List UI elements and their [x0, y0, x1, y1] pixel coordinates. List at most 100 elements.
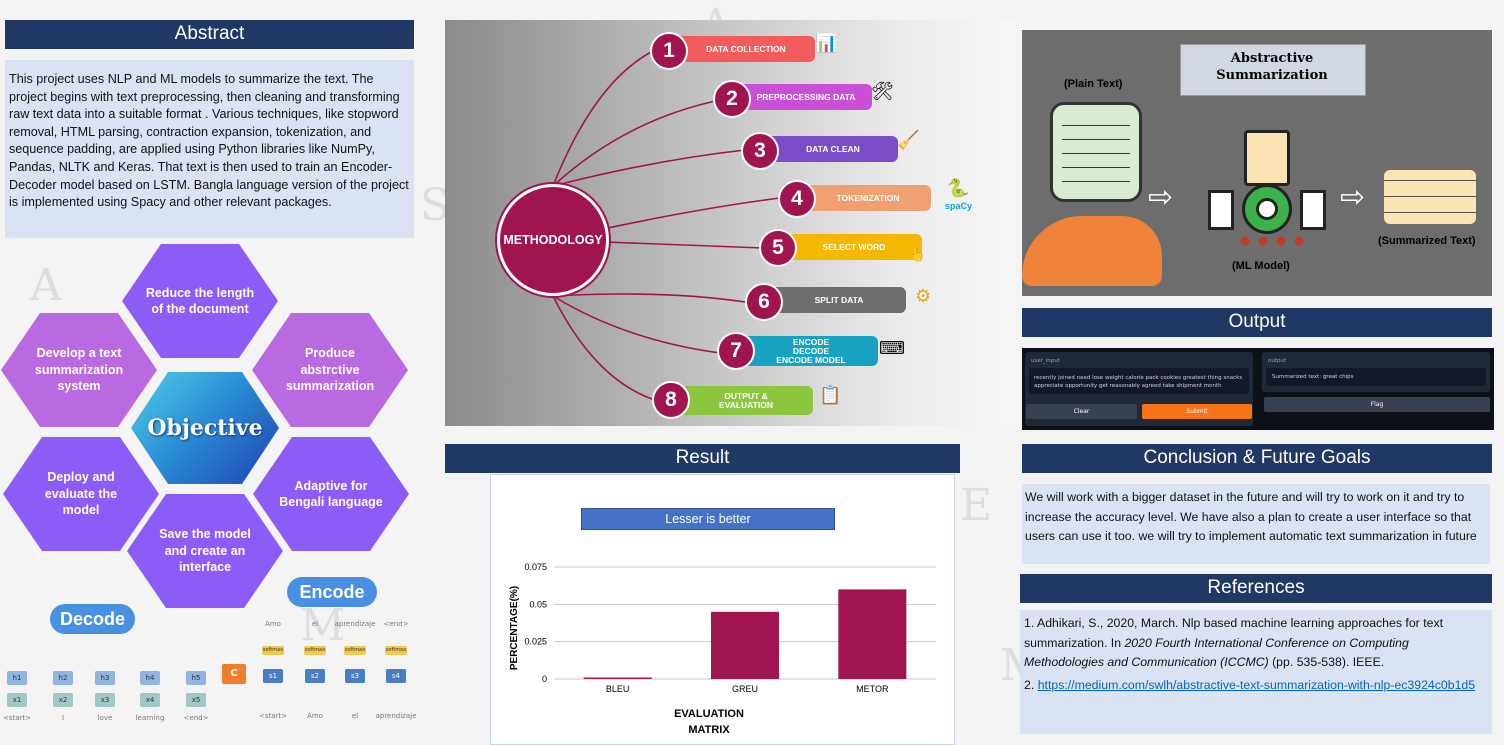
- step-1-label: DATA COLLECTION: [677, 36, 815, 62]
- ml-model-label: (ML Model): [1232, 260, 1290, 272]
- clear-button[interactable]: Clear: [1026, 404, 1137, 419]
- output-header: Output: [1022, 308, 1492, 337]
- reference-2-link[interactable]: https://medium.com/swlh/abstractive-text…: [1037, 677, 1476, 692]
- softmax-box: softmax: [344, 646, 366, 655]
- decoder-token: love: [97, 714, 113, 722]
- objective-center-label: Objective: [131, 372, 279, 484]
- step-3-number: 3: [741, 132, 779, 170]
- encoder-s2: s2: [305, 669, 325, 683]
- abstractive-summarization-panel: Abstractive Summarization (Plain Text) ⇨…: [1022, 30, 1492, 296]
- decode-label: Decode: [50, 604, 135, 634]
- methodology-panel: METHODOLOGY 1 DATA COLLECTION 📊 2 PREPRO…: [445, 20, 1015, 426]
- step-6-label: SPLIT DATA: [772, 287, 906, 313]
- input-label: user_input: [1031, 358, 1060, 364]
- step-6-number: 6: [745, 283, 783, 321]
- result-panel: Lesser is better 0 0.025 0.05 0.075 BLEU GRE…: [490, 474, 955, 745]
- objective-deploy-evaluate: Deploy and evaluate the model: [3, 437, 159, 551]
- split-icon: ⚙: [915, 286, 932, 307]
- summarization-title: Abstractive Summarization: [1216, 51, 1328, 83]
- references-list: 1. Adhikari, S., 2020, March. Nlp based …: [1020, 610, 1492, 734]
- chart-bar-bleu: [583, 677, 652, 679]
- chart-bar-greu: [711, 611, 779, 679]
- result-header: Result: [445, 444, 960, 473]
- step-8-number: 8: [652, 381, 690, 419]
- abstract-header: Abstract: [5, 20, 414, 49]
- step-1-number: 1: [650, 32, 688, 70]
- spacy-label: spaCy: [945, 201, 973, 211]
- decoder-token: I: [61, 714, 65, 722]
- step-8-label: OUTPUT & EVALUATION: [679, 386, 813, 415]
- step-5-number: 5: [759, 229, 797, 267]
- decoder-h2: h2: [53, 671, 73, 685]
- decoder-x4: x4: [140, 693, 160, 707]
- encoder-s3: s3: [345, 669, 365, 683]
- decoder-h3: h3: [95, 671, 115, 685]
- plain-text-lines: [1062, 116, 1130, 186]
- decoder-h5: h5: [186, 671, 206, 685]
- decoder-x2: x2: [53, 693, 73, 707]
- step-5-label: SELECT WORD: [786, 234, 922, 260]
- reference-1: 1. Adhikari, S., 2020, March. Nlp based …: [1024, 616, 1444, 670]
- lesser-is-better-note: Lesser is better: [581, 508, 835, 530]
- encoder-s4: s4: [386, 669, 406, 683]
- step-7-number: 7: [717, 332, 755, 370]
- encoder-bottom-token: Amo: [307, 712, 323, 720]
- output-ui-screenshot: user_input recently joined need lose wei…: [1022, 348, 1494, 430]
- arrow-right-icon: ⇨: [1340, 180, 1366, 215]
- chart-x-tick-label: GREU: [732, 684, 758, 694]
- flag-button[interactable]: Flag: [1264, 397, 1490, 412]
- decoder-x5: x5: [186, 693, 206, 707]
- submit-button[interactable]: Submit: [1142, 404, 1252, 419]
- encoder-top-token: aprendizaje: [334, 620, 376, 628]
- reference-2: 2. https://medium.com/swlh/abstractive-t…: [1024, 677, 1476, 692]
- encoder-bottom-token: el: [351, 712, 359, 720]
- decoder-x3: x3: [95, 693, 115, 707]
- step-4-number: 4: [778, 180, 816, 218]
- objective-produce-abstractive: Produce abstrctive summarization: [252, 313, 408, 427]
- chart-y-tick-label: 0.075: [524, 562, 547, 572]
- tools-icon: 🛠: [871, 81, 894, 102]
- ml-model-icon: [1208, 130, 1328, 234]
- step-2-label: PREPROCESSING DATA: [740, 84, 872, 110]
- encoder-s1: s1: [263, 669, 283, 683]
- decoder-h1: h1: [7, 671, 27, 685]
- chart-y-tick-label: 0: [542, 674, 547, 684]
- chart-x-axis-label: EVALUATION MATRIX: [674, 708, 744, 736]
- reference-1-venue: 2020 Fourth International Conference on …: [1024, 635, 1409, 670]
- input-textbox[interactable]: [1029, 368, 1249, 394]
- context-vector: C: [222, 664, 246, 684]
- references-header: References: [1020, 574, 1492, 603]
- decoder-h4: h4: [140, 671, 160, 685]
- encoder-bottom-token: aprendizaje: [375, 712, 417, 720]
- summarized-text-label: (Summarized Text): [1378, 235, 1476, 247]
- plain-text-label: (Plain Text): [1064, 78, 1123, 90]
- decoder-token: <start>: [2, 714, 32, 722]
- softmax-box: softmax: [385, 646, 407, 655]
- encoder-top-token: Amo: [265, 620, 281, 628]
- chart-bar-metor: [838, 589, 907, 679]
- abstract-text: This project uses NLP and ML models to s…: [5, 60, 414, 238]
- decoder-token: learning: [135, 714, 165, 722]
- evaluation-bar-chart: 0 0.025 0.05 0.075 BLEU GREU METOR PERCENTAGE…: [509, 562, 936, 694]
- output-textbox: [1266, 368, 1486, 386]
- chart-x-tick-label: BLEU: [606, 684, 630, 694]
- keyboard-icon: ⌨: [879, 338, 905, 359]
- pointer-icon: 👆: [908, 247, 926, 263]
- output-text: Summarized text: great chips: [1272, 374, 1354, 380]
- clipboard-icon: 📋: [819, 385, 842, 406]
- step-7-label: ENCODE DECODE ENCODE MODEL: [744, 336, 878, 366]
- chart-icon: 📊: [815, 33, 838, 54]
- step-3-label: DATA CLEAN: [768, 136, 898, 162]
- arrow-right-icon: ⇨: [1148, 180, 1174, 215]
- chart-y-axis-label: PERCENTAGE(%): [509, 586, 520, 670]
- objective-develop-system: Develop a text summarization system: [1, 313, 157, 427]
- decoder-token: <end>: [183, 714, 209, 722]
- methodology-connectors: [552, 49, 781, 401]
- summarization-title-box: [1180, 44, 1366, 96]
- softmax-box: softmax: [304, 646, 326, 655]
- objective-save-model: Save the model and create an interface: [127, 494, 283, 608]
- encoder-top-token: el: [311, 620, 319, 628]
- step-4-label: TOKENIZATION: [805, 185, 931, 211]
- encoder-bottom-token: <start>: [258, 712, 288, 720]
- chart-y-tick-label: 0.05: [529, 599, 547, 609]
